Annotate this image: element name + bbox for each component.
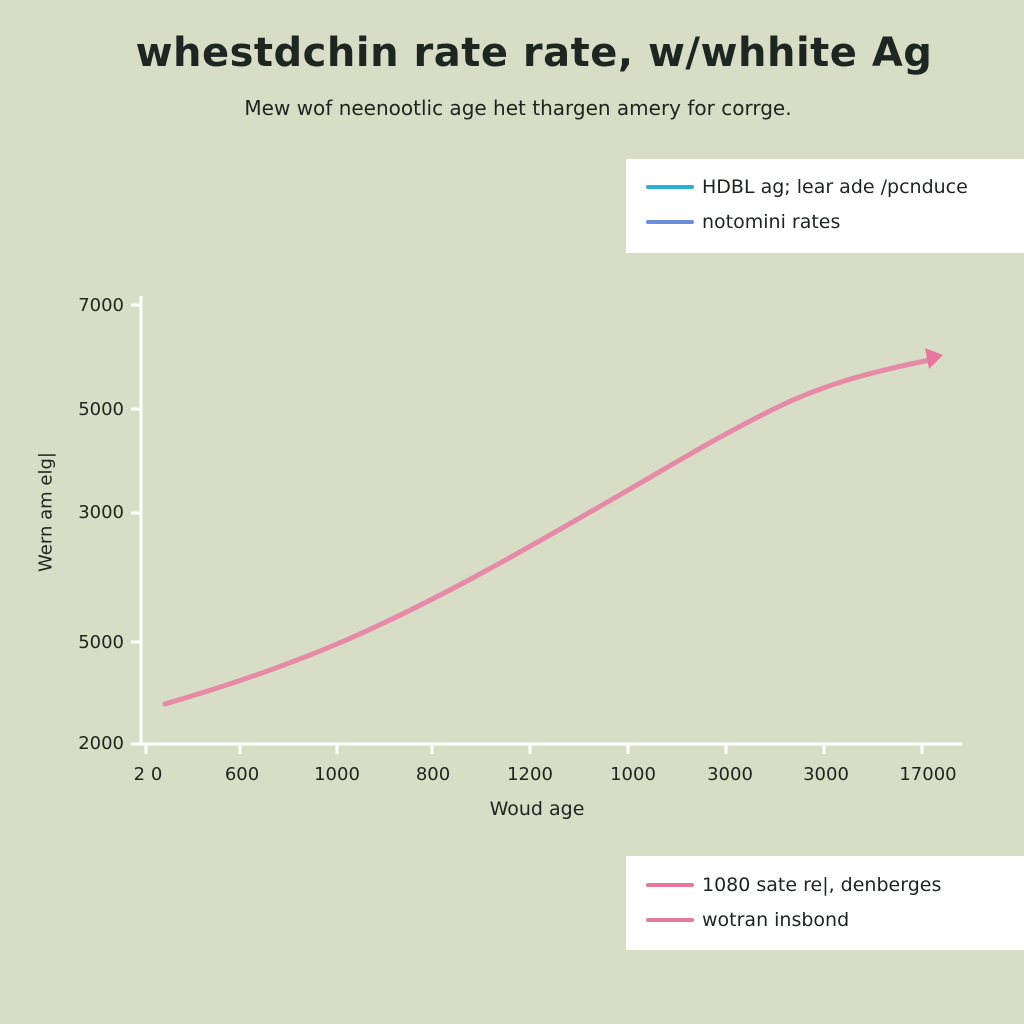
legend-swatch-pink xyxy=(646,918,694,922)
legend-item: wotran insbond xyxy=(646,908,849,932)
legend-bottom: 1080 sate re|, denberges wotran insbond xyxy=(626,856,1024,950)
arrowhead-icon xyxy=(925,348,943,369)
legend-item: notomini rates xyxy=(646,210,840,234)
legend-item: 1080 sate re|, denberges xyxy=(646,873,941,897)
legend-swatch-cyan xyxy=(646,185,694,189)
chart-subtitle: Mew wof neenootlic age het thargen amery… xyxy=(244,96,792,120)
legend-top: HDBL ag; lear ade /pcnduce notomini rate… xyxy=(626,159,1024,253)
x-tick-label: 3000 xyxy=(803,764,849,785)
legend-item: HDBL ag; lear ade /pcnduce xyxy=(646,175,968,199)
legend-label: notomini rates xyxy=(702,211,841,233)
x-axis-title: Woud age xyxy=(489,798,585,820)
y-tick-label: 3000 xyxy=(78,502,124,523)
legend-label: wotran insbond xyxy=(702,909,850,931)
y-tick-label: 2000 xyxy=(78,733,124,754)
legend-swatch-blue xyxy=(646,220,694,224)
x-tick-label: 1000 xyxy=(610,764,656,785)
data-line xyxy=(162,357,933,707)
chart-title: whestdchin rate rate, w/whhite Ag xyxy=(135,30,933,76)
legend-label: 1080 sate re|, denberges xyxy=(702,874,942,896)
legend-label: HDBL ag; lear ade /pcnduce xyxy=(702,176,968,198)
legend-swatch-pink xyxy=(646,883,694,887)
x-tick-label: 1000 xyxy=(314,764,360,785)
x-tick-label: 600 xyxy=(224,764,260,785)
y-ticks xyxy=(131,303,141,746)
x-tick-label: 3000 xyxy=(707,764,753,785)
x-tick-label: 2 0 xyxy=(133,764,163,785)
y-tick-label: 5000 xyxy=(78,632,124,653)
x-tick-label: 1200 xyxy=(507,764,553,785)
y-tick-label: 5000 xyxy=(78,399,124,420)
x-ticks xyxy=(144,744,924,754)
x-tick-label: 800 xyxy=(415,764,451,785)
y-tick-label: 7000 xyxy=(78,295,124,316)
x-tick-label: 17000 xyxy=(899,764,957,785)
y-axis-title: Wern am elg| xyxy=(35,452,57,572)
